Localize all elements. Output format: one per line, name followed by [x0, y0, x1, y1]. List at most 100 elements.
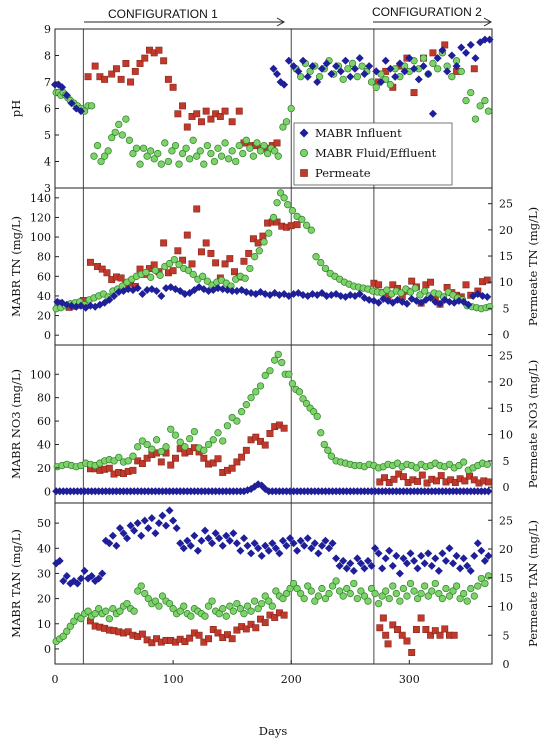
influent-point	[76, 574, 85, 583]
fluid-point	[200, 446, 208, 454]
influent-point	[176, 539, 185, 548]
fluid-point	[219, 437, 227, 445]
fluid-point	[470, 592, 478, 600]
permeate-point	[287, 222, 295, 230]
influent-point	[108, 531, 117, 540]
permeate-point	[200, 454, 208, 462]
fluid-point	[181, 443, 189, 451]
fluid-point	[389, 582, 397, 590]
fluid-point	[124, 457, 132, 465]
influent-point	[456, 564, 465, 573]
fluid-point	[100, 152, 109, 160]
influent-point	[371, 544, 380, 553]
permeate-point	[174, 247, 182, 255]
permeate-point	[183, 231, 191, 239]
fluid-point	[204, 602, 213, 610]
fluid-point	[467, 88, 475, 97]
fluid-point	[474, 582, 482, 590]
chart-frames	[54, 28, 493, 665]
permeate-point	[436, 631, 444, 639]
permeate-point	[179, 256, 187, 264]
fluid-point	[241, 274, 249, 282]
fluid-point	[158, 592, 167, 600]
legend-fluid-label: MABR Fluid/Effluent	[315, 146, 437, 160]
fluid-point	[156, 271, 164, 279]
influent-point	[431, 554, 440, 563]
fluid-point	[278, 358, 286, 367]
fluid-point	[240, 610, 248, 618]
fluid-point	[484, 572, 493, 580]
influent-point	[374, 549, 383, 558]
permeate-point	[398, 631, 406, 639]
fluid-point	[279, 594, 287, 603]
right-axis-label: Permeate TAN (mg/L)	[526, 520, 540, 647]
right-tick-label: 20	[499, 224, 513, 237]
influent-point	[443, 67, 452, 76]
influent-point	[395, 569, 404, 578]
influent-point	[275, 549, 284, 558]
permeate-point	[417, 614, 425, 622]
influent-point	[280, 80, 289, 89]
influent-point	[480, 35, 489, 44]
influent-point	[452, 62, 461, 71]
permeate-point	[136, 60, 144, 67]
fluid-point	[411, 284, 419, 292]
influent-point	[317, 64, 326, 73]
fluid-point	[321, 264, 330, 273]
influent-point	[269, 64, 278, 73]
fluid-point	[357, 587, 365, 595]
fluid-point	[109, 605, 117, 613]
right-axis-label: Permeate TN (mg/L)	[526, 207, 540, 326]
influent-point	[466, 40, 475, 49]
influent-point	[105, 539, 114, 548]
permeate-point	[129, 466, 137, 474]
fluid-point	[452, 582, 461, 590]
fluid-point	[223, 422, 232, 430]
fluid-point	[137, 582, 145, 590]
y-tick-label: 40	[37, 438, 51, 451]
influent-point	[228, 287, 237, 296]
influent-point	[110, 291, 119, 300]
fluid-point	[462, 96, 470, 105]
permeate-point	[226, 255, 234, 263]
fluid-point	[148, 445, 156, 453]
fluid-point	[161, 139, 169, 147]
fluid-point	[263, 149, 272, 158]
influent-point	[321, 536, 330, 545]
fluid-point	[242, 401, 250, 409]
fluid-point	[155, 602, 163, 610]
fluid-point	[93, 141, 102, 150]
permeate-point	[153, 635, 161, 643]
permeate-point	[127, 78, 135, 86]
influent-point	[424, 70, 433, 79]
influent-point	[215, 534, 224, 543]
legend-permeate-marker	[300, 169, 308, 177]
fluid-point	[134, 443, 142, 451]
influent-point	[447, 51, 456, 60]
influent-point	[250, 539, 259, 548]
permeate-point	[179, 102, 187, 110]
influent-point	[284, 56, 293, 65]
fluid-point	[87, 102, 96, 110]
influent-point	[190, 531, 199, 540]
y-tick-label: 80	[37, 251, 51, 264]
influent-point	[308, 62, 317, 71]
influent-point	[406, 549, 415, 558]
fluid-point	[170, 255, 178, 264]
fluid-point	[272, 587, 280, 595]
permeate-point	[169, 267, 177, 275]
panel-frame-2	[54, 187, 493, 346]
influent-point	[62, 571, 71, 580]
fluid-point	[358, 62, 366, 70]
fluid-point	[59, 632, 67, 640]
fluid-point	[198, 272, 207, 280]
influent-point	[441, 556, 450, 565]
influent-point	[293, 546, 302, 555]
permeate-point	[214, 455, 222, 463]
y-tick-label: 8	[44, 50, 51, 63]
fluid-point	[246, 264, 254, 273]
influent-point	[243, 541, 252, 550]
y-tick-label: 60	[37, 270, 51, 283]
fluid-point	[348, 59, 357, 68]
